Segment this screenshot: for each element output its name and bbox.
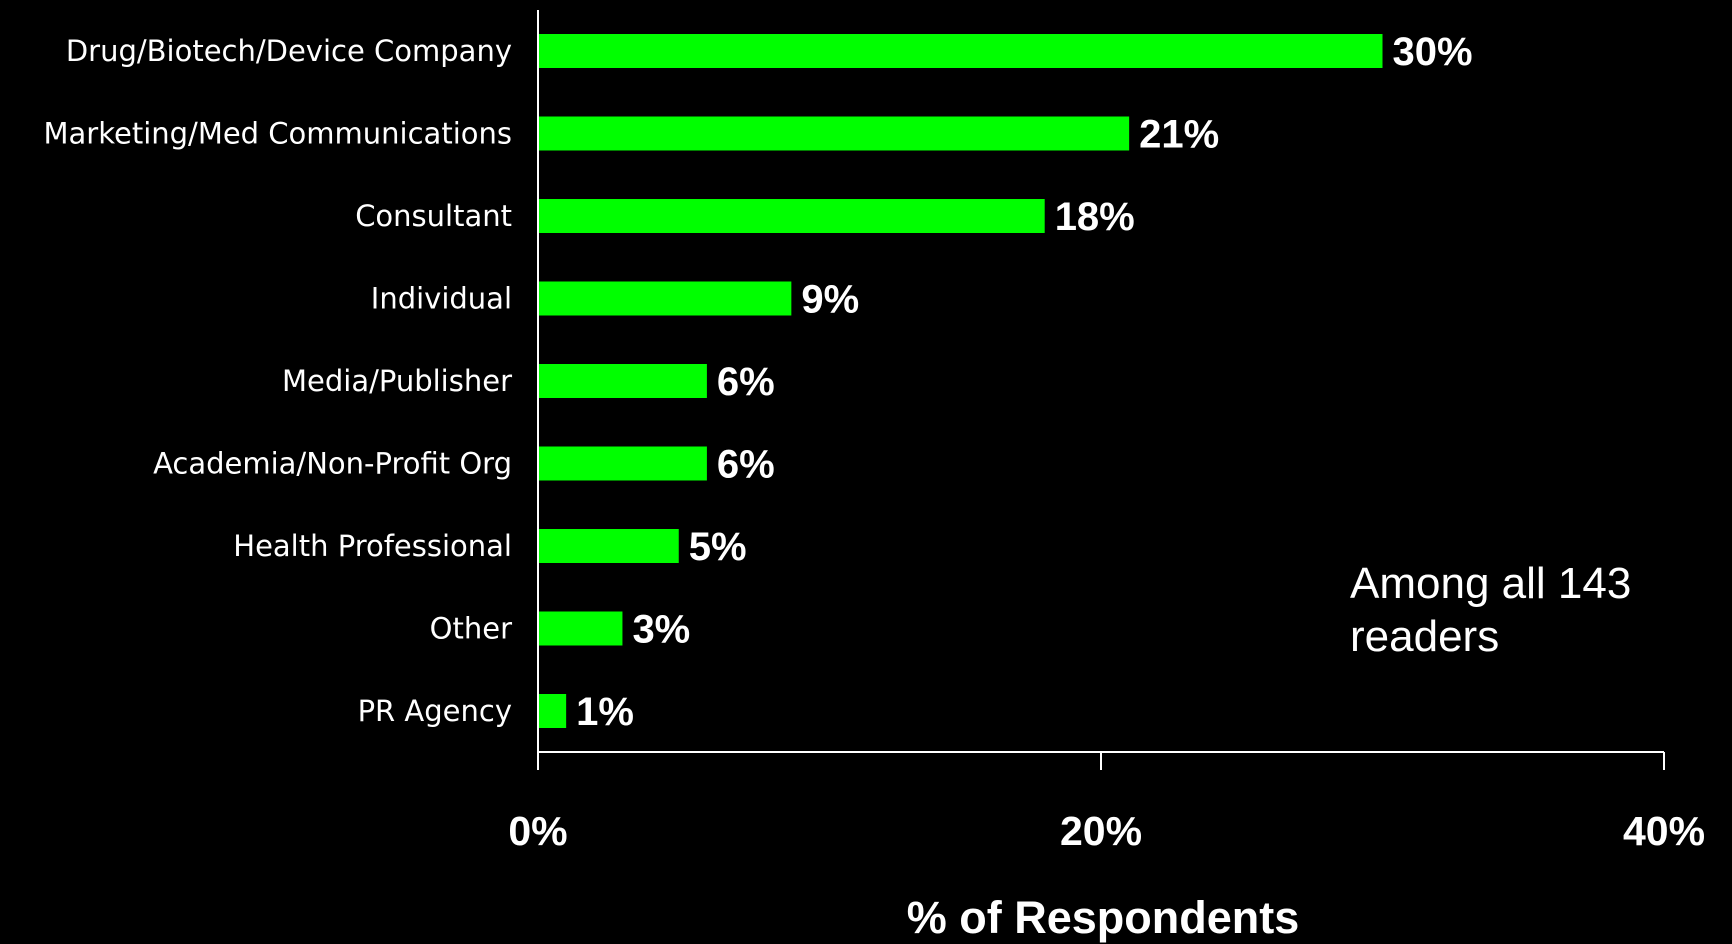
value-label-consultant: 18% bbox=[1055, 195, 1135, 239]
bars-group bbox=[538, 34, 1383, 728]
bar-consultant bbox=[538, 199, 1045, 233]
bar-health-professional bbox=[538, 529, 679, 563]
category-label-other: Other bbox=[430, 612, 512, 646]
category-labels: Drug/Biotech/Device Company Marketing/Med… bbox=[44, 34, 513, 728]
bar-drug-biotech-device-company bbox=[538, 34, 1383, 68]
value-label-individual: 9% bbox=[801, 278, 859, 322]
value-labels: 30% 21%18% 9% 6% 6% 5% 3% 1% bbox=[576, 30, 1472, 734]
category-label-drug-biotech-device-company: Drug/Biotech/Device Company bbox=[66, 34, 512, 68]
sample-size-note-line-1: Among all 143 bbox=[1350, 559, 1631, 608]
category-label-health-professional: Health Professional bbox=[233, 529, 512, 563]
x-tick-label-20: 20% bbox=[1060, 808, 1142, 854]
bar-media-publisher bbox=[538, 364, 707, 398]
x-axis-title: % of Respondents bbox=[907, 892, 1300, 943]
sample-size-note-line-2: readers bbox=[1350, 612, 1499, 661]
category-label-media-publisher: Media/Publisher bbox=[282, 364, 512, 398]
category-label-individual: Individual bbox=[371, 282, 512, 316]
bar-academia-non-profit-org bbox=[538, 446, 707, 481]
category-label-consultant: Consultant bbox=[355, 199, 512, 233]
value-label-pr-agency: 1% bbox=[576, 690, 634, 734]
bar-pr-agency bbox=[538, 694, 567, 728]
value-label-other: 3% bbox=[632, 608, 690, 652]
bar-marketing-med-communications bbox=[538, 116, 1130, 151]
x-tick-label-40: 40% bbox=[1623, 808, 1705, 854]
x-axis-ticks bbox=[537, 752, 1665, 770]
x-axis-tick-labels: 0% 20% 40% bbox=[508, 808, 1705, 854]
value-label-health-professional: 5% bbox=[689, 525, 747, 569]
sample-size-note: Among all 143 readers bbox=[1350, 559, 1644, 661]
category-label-pr-agency: PR Agency bbox=[358, 694, 512, 728]
value-label-drug-biotech-device-company: 30% bbox=[1393, 30, 1473, 74]
category-label-marketing-med-communications: Marketing/Med Communications bbox=[44, 117, 512, 151]
bar-other bbox=[538, 611, 623, 646]
value-label-marketing-med-communications: 21% bbox=[1139, 113, 1219, 157]
x-tick-label-0: 0% bbox=[508, 808, 567, 854]
category-label-academia-non-profit-org: Academia/Non-Profit Org bbox=[153, 447, 512, 481]
value-label-media-publisher: 6% bbox=[717, 360, 775, 404]
value-label-academia-non-profit-org: 6% bbox=[717, 443, 775, 487]
bar-individual bbox=[538, 281, 792, 316]
